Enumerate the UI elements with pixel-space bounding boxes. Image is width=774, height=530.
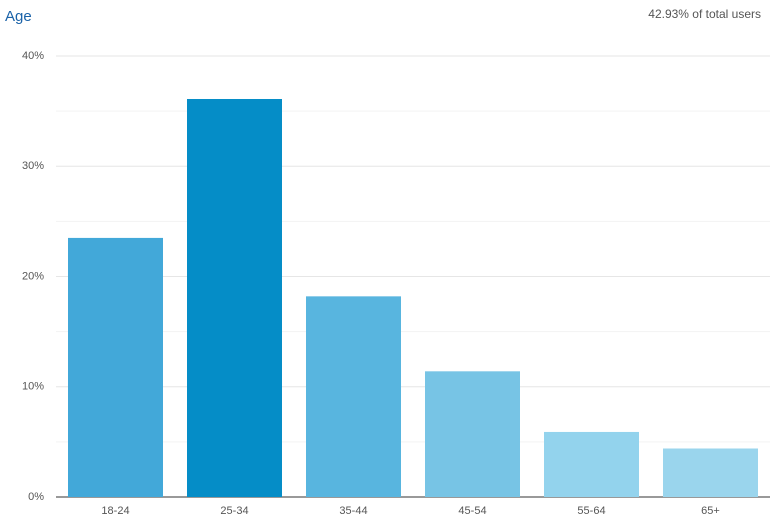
bar: [187, 98, 282, 497]
bar: [663, 448, 758, 497]
y-tick-label: 20%: [22, 270, 44, 282]
chart-title: Age: [5, 8, 32, 25]
bar: [425, 371, 520, 497]
y-tick-label: 30%: [22, 160, 44, 172]
bar: [68, 237, 163, 497]
bar: [544, 431, 639, 497]
y-tick-label: 40%: [22, 50, 44, 62]
x-tick-label: 25-34: [220, 505, 248, 517]
y-tick-label: 10%: [22, 381, 44, 393]
y-tick-label: 0%: [28, 491, 44, 503]
x-tick-label: 18-24: [101, 505, 129, 517]
chart-subtitle: 42.93% of total users: [648, 7, 761, 21]
x-tick-label: 35-44: [339, 505, 367, 517]
x-tick-label: 65+: [701, 505, 720, 517]
x-tick-label: 55-64: [577, 505, 605, 517]
bar: [306, 296, 401, 497]
x-tick-label: 45-54: [458, 505, 486, 517]
